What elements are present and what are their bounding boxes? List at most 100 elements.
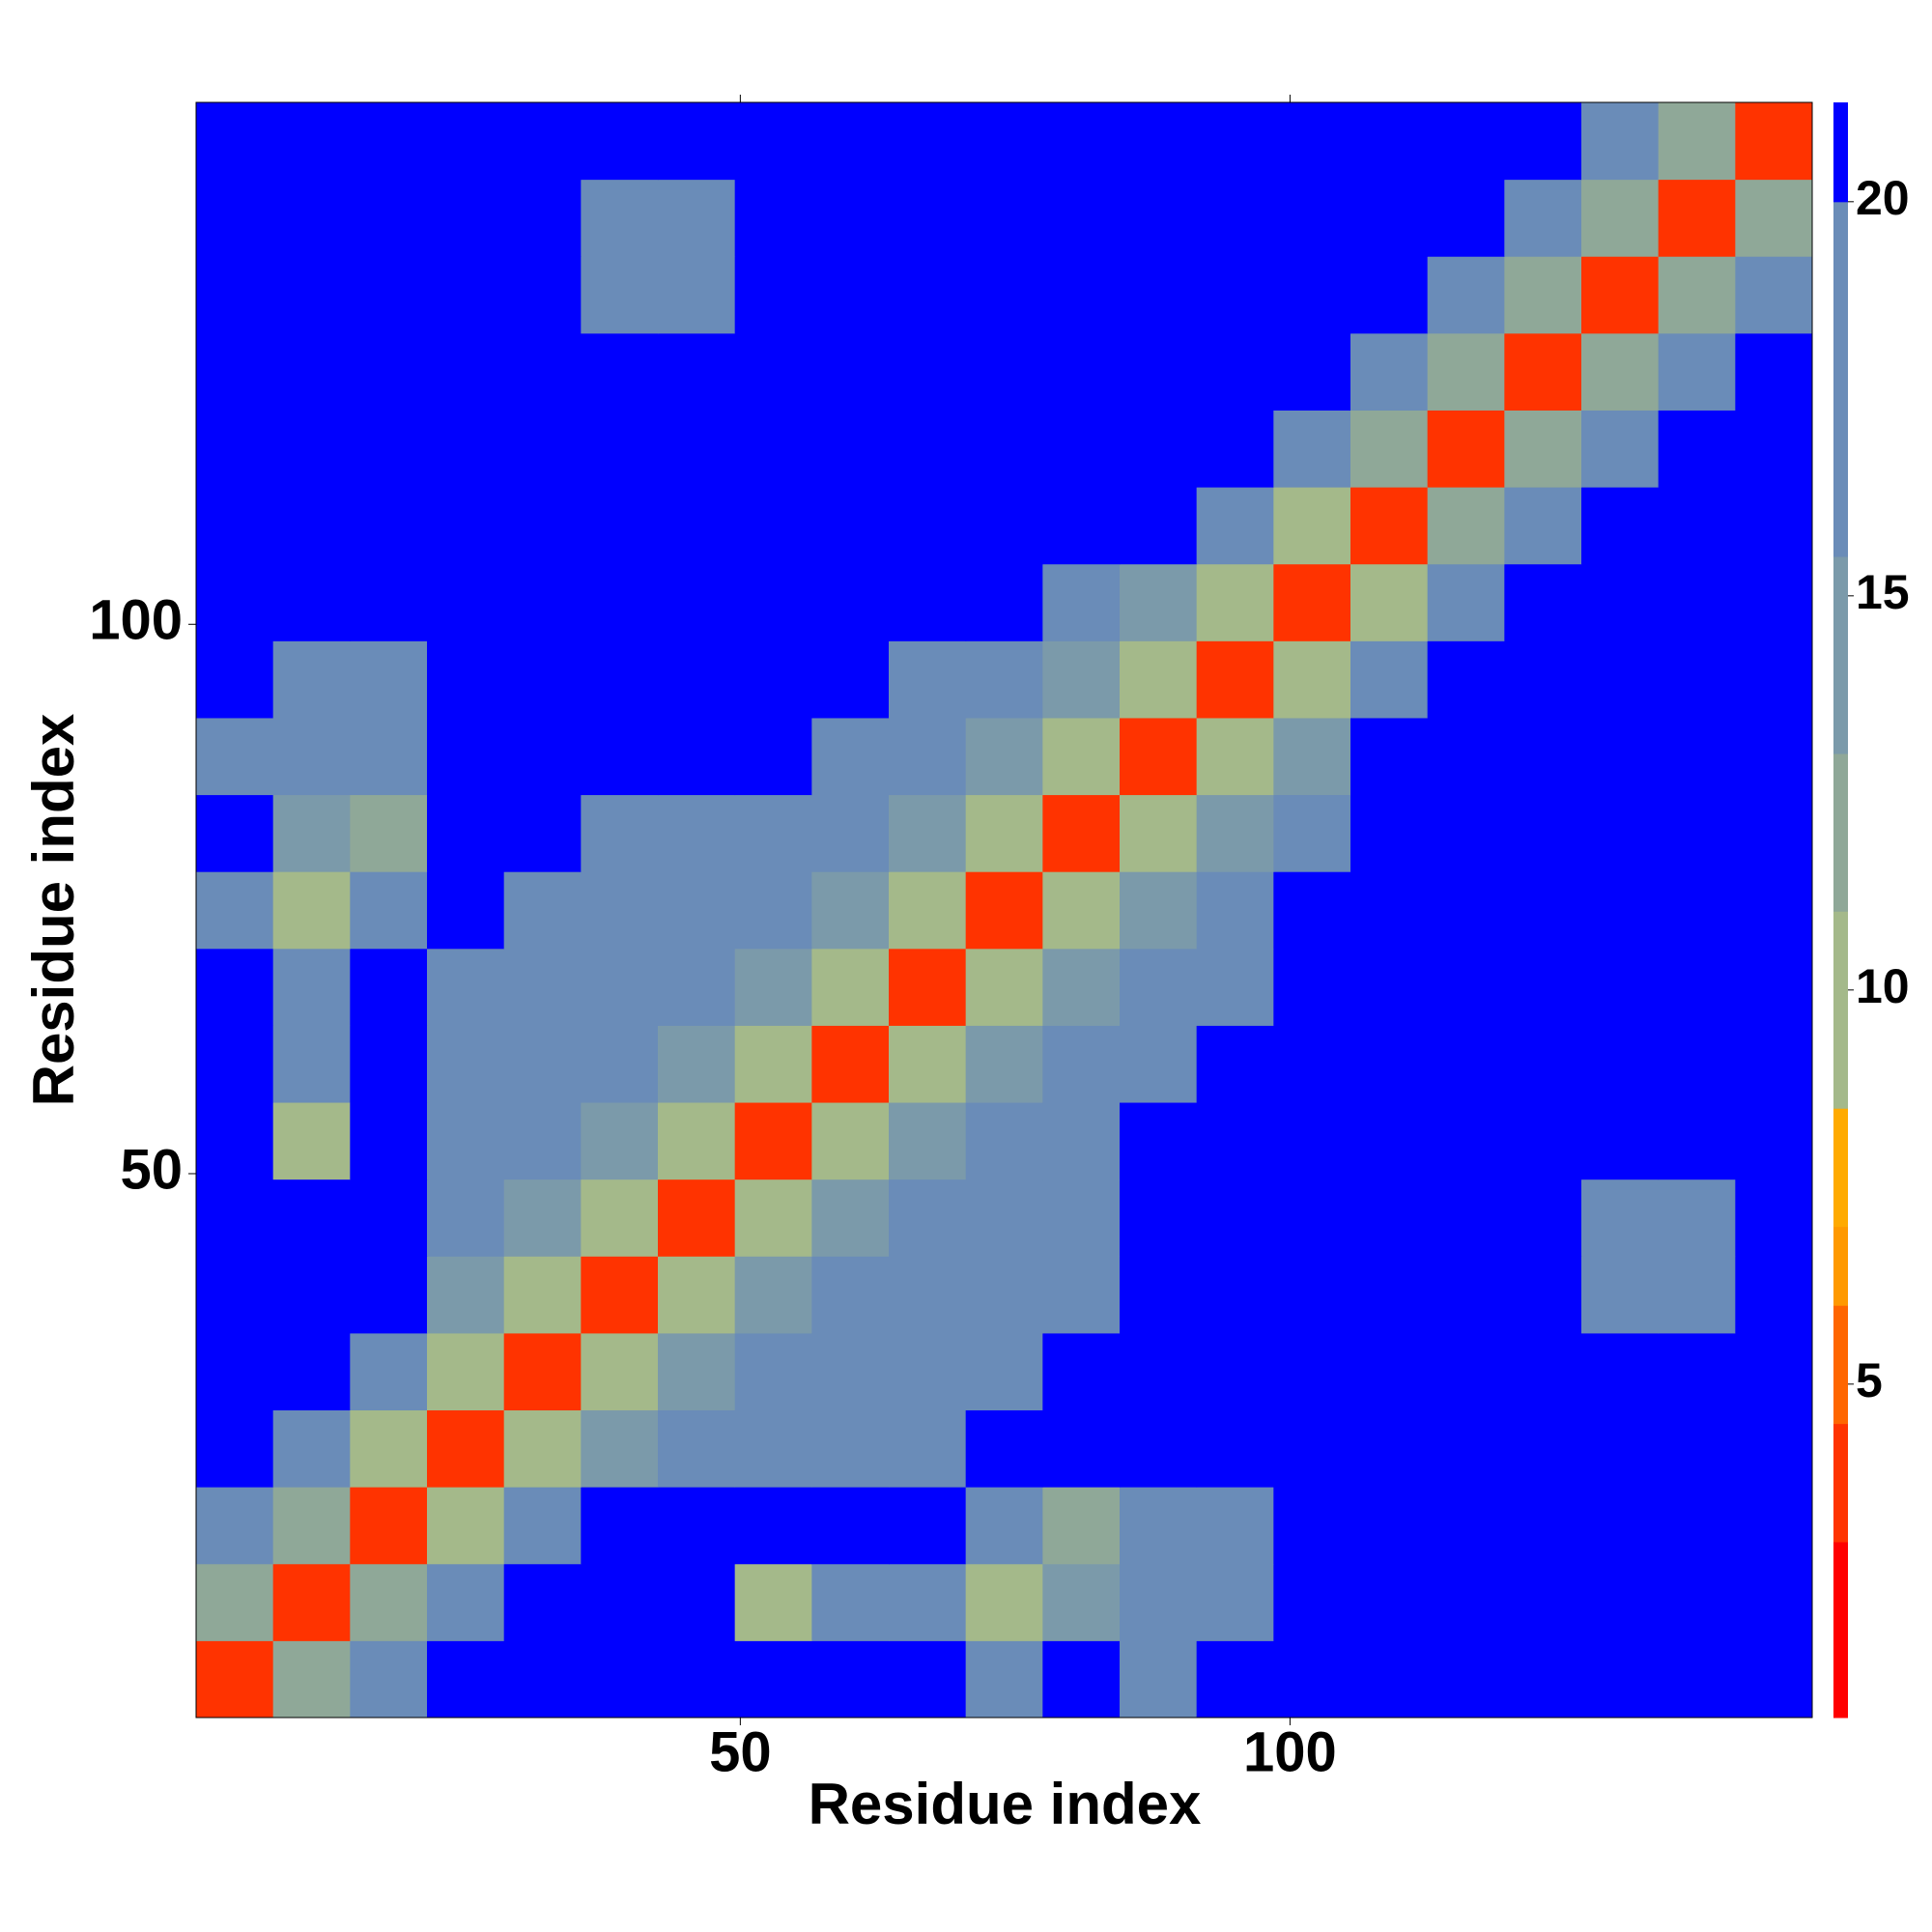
heatmap-cell [1504,102,1582,181]
heatmap-cell [965,410,1043,488]
heatmap-cell [811,256,890,334]
heatmap-cell [1581,1409,1660,1488]
heatmap-cell [196,717,274,796]
heatmap-cell [889,794,967,872]
heatmap-cell [1350,1640,1429,1719]
heatmap-cell [1504,179,1582,257]
heatmap-cell [427,1409,505,1488]
heatmap-cell [1735,563,1813,641]
heatmap-cell [1427,1025,1505,1103]
heatmap-cell [1735,871,1813,950]
heatmap-cell [272,1102,351,1180]
heatmap-cell [196,179,274,257]
heatmap-cell [734,102,812,181]
heatmap-cell [658,1640,736,1719]
x-axis-title: Residue index [809,1772,1202,1836]
heatmap-cell [503,1332,582,1411]
heatmap-cell [272,1563,351,1641]
heatmap-cell [811,717,890,796]
heatmap-cell [1658,1332,1736,1411]
heatmap-cell [965,948,1043,1026]
heatmap-cell [272,179,351,257]
heatmap-cell [581,948,659,1026]
heatmap-cell [1042,332,1121,411]
heatmap-cell [734,1025,812,1103]
heatmap-cell [1427,948,1505,1026]
heatmap-cell [1120,1640,1198,1719]
heatmap-cell [350,1409,428,1488]
heatmap-cell [1427,640,1505,719]
heatmap-cell [272,717,351,796]
heatmap-cell [427,794,505,872]
heatmap-cell [272,640,351,719]
heatmap-cell [1120,640,1198,719]
heatmap-cell [350,948,428,1026]
heatmap-cell [1735,410,1813,488]
heatmap-cell [427,1332,505,1411]
heatmap-cell [1120,102,1198,181]
heatmap-cell [427,1025,505,1103]
heatmap-cell [1658,1025,1736,1103]
heatmap-cell [1120,256,1198,334]
heatmap-cell [1273,563,1351,641]
heatmap-cell [196,640,274,719]
heatmap-cell [503,717,582,796]
heatmap-cell [350,640,428,719]
heatmap-cell [658,332,736,411]
heatmap-cell [1658,1256,1736,1334]
heatmap-cell [889,948,967,1026]
heatmap-cell [658,717,736,796]
heatmap-cell [965,1332,1043,1411]
heatmap-cell [1427,1332,1505,1411]
heatmap-cell [503,410,582,488]
heatmap-cell [1350,332,1429,411]
heatmap-cell [427,1102,505,1180]
heatmap-cell [1504,1487,1582,1565]
heatmap-cell [1504,794,1582,872]
colorbar-tick-label: 15 [1856,565,1910,619]
heatmap-cell [1735,1179,1813,1257]
heatmap-cell [1735,1487,1813,1565]
heatmap-cell [889,102,967,181]
heatmap-cell [350,1179,428,1257]
heatmap-cell [350,256,428,334]
heatmap-cell [1504,1640,1582,1719]
heatmap-cell [350,332,428,411]
heatmap-cell [1196,332,1274,411]
heatmap-cell [889,1332,967,1411]
heatmap-cell [1042,1102,1121,1180]
heatmap-cell [1427,487,1505,565]
heatmap-cell [1735,1256,1813,1334]
heatmap-cell [272,1256,351,1334]
heatmap-cell [1504,256,1582,334]
heatmap-cell [427,410,505,488]
heatmap-cell [427,640,505,719]
heatmap-cell [427,1179,505,1257]
heatmap-cell [1581,1179,1660,1257]
x-tick-label: 100 [1243,1720,1337,1783]
heatmap-cell [1735,640,1813,719]
heatmap-cell [658,102,736,181]
heatmap-cell [503,332,582,411]
heatmap-cell [581,1332,659,1411]
colorbar-segment [1833,102,1848,203]
heatmap-cell [1735,256,1813,334]
heatmap-cell [734,717,812,796]
heatmap-cell [965,1025,1043,1103]
heatmap-cell [1120,1332,1198,1411]
heatmap-cell [503,640,582,719]
heatmap-cell [1196,256,1274,334]
heatmap-cell [1196,1102,1274,1180]
heatmap-cell [1350,487,1429,565]
heatmap-cell [1581,1487,1660,1565]
heatmap-cell [1120,794,1198,872]
colorbar-segment [1833,556,1848,754]
heatmap-cell [734,1563,812,1641]
heatmap-cell [811,410,890,488]
heatmap-cell [1042,717,1121,796]
heatmap-cell [1196,1332,1274,1411]
heatmap-cell [658,1487,736,1565]
heatmap-cell [196,1487,274,1565]
heatmap-cell [1350,1025,1429,1103]
heatmap-cell [734,794,812,872]
